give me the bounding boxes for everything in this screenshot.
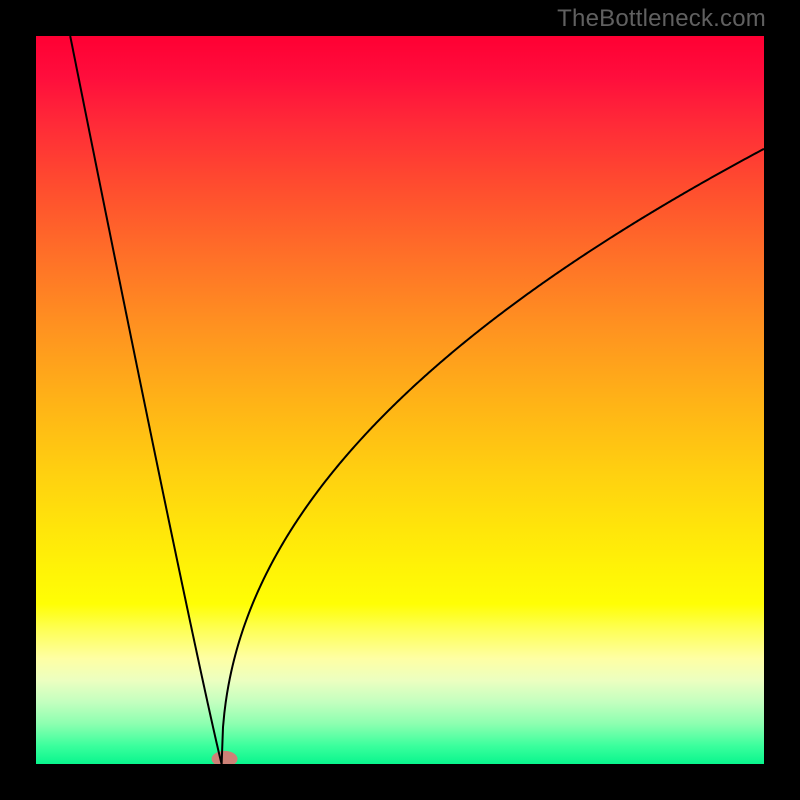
plot-area [36,36,764,764]
watermark-text: TheBottleneck.com [557,5,766,33]
figure-frame: TheBottleneck.com [0,0,800,800]
plot-svg [36,36,764,764]
